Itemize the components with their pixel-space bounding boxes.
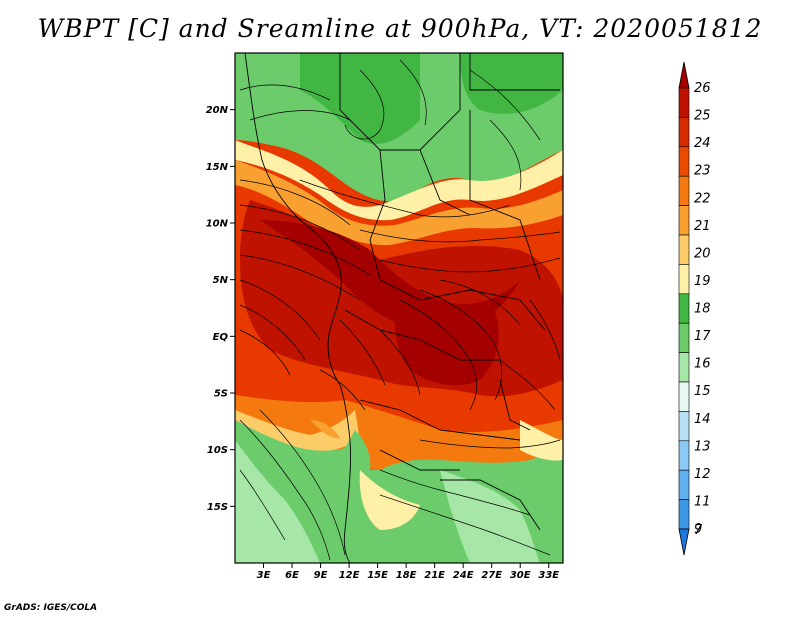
colorbar-segment (678, 411, 690, 442)
colorbar-segment (678, 205, 690, 236)
colorbar-segment (678, 234, 690, 265)
colorbar-label: 25 (694, 109, 711, 124)
colorbar-label: 12 (694, 467, 711, 482)
lon-tick-label: 15E (367, 570, 388, 581)
colorbar-segment (678, 175, 690, 206)
colorbar-label: 23 (694, 164, 711, 179)
longitude-axis: 3E 6E 9E 12E 15E 18E 21E 24E 27E 30E 33E (257, 563, 559, 581)
colorbar-segment (678, 352, 690, 383)
colorbar-label: 20 (694, 246, 711, 261)
lon-tick-label: 9E (314, 570, 328, 581)
lat-tick-label: EQ (213, 332, 229, 343)
lon-tick-label: 18E (396, 570, 417, 581)
lon-tick-label: 30E (510, 570, 531, 581)
lon-tick-label: 21E (424, 570, 445, 581)
colorbar-segment (678, 87, 690, 118)
lon-tick-label: 27E (481, 570, 502, 581)
lat-tick-label: 15N (206, 162, 229, 173)
lon-tick-label: 3E (257, 570, 271, 581)
colorbar-label: 13 (694, 439, 711, 454)
colorbar-label: 19 (694, 274, 711, 289)
lat-tick-label: 15S (207, 502, 228, 513)
wbpt-field (235, 53, 563, 563)
lon-tick-label: 33E (538, 570, 559, 581)
colorbar-label: 22 (694, 191, 711, 206)
colorbar-segment (678, 322, 690, 353)
latitude-axis: 20N 15N 10N 5N EQ 5S 10S 15S (206, 105, 235, 513)
colorbar-segment (678, 146, 690, 177)
colorbar-segment (678, 499, 690, 530)
lat-tick-label: 10S (207, 445, 228, 456)
colorbar-label: 9 (694, 522, 702, 537)
streamlines (239, 59, 561, 561)
colorbar-segment (678, 528, 690, 556)
map-title: WBPT [C] and Sreamline at 900hPa, VT: 20… (37, 14, 763, 43)
credit-label: GrADS: IGES/COLA (4, 603, 98, 613)
map-frame (234, 52, 564, 564)
colorbar-segment (678, 440, 690, 471)
lon-tick-label: 24E (453, 570, 474, 581)
lat-tick-label: 10N (206, 219, 229, 230)
colorbar-label: 7 (694, 523, 703, 538)
colorbar-segment (678, 469, 690, 500)
colorbar-label: 11 (694, 494, 711, 509)
lat-tick-label: 5S (214, 389, 228, 400)
lat-tick-label: 5N (213, 275, 229, 286)
colorbar-segment (678, 293, 690, 324)
lon-tick-label: 12E (339, 570, 360, 581)
colorbar-label: 21 (694, 219, 711, 234)
colorbar-label: 18 (694, 302, 711, 317)
country-borders (244, 53, 560, 563)
lat-tick-label: 20N (206, 105, 229, 116)
colorbar: 26 25 24 23 22 21 20 19 18 17 16 15 14 13 12 11 97 (678, 61, 711, 556)
colorbar-label: 24 (694, 136, 711, 151)
colorbar-segment (678, 61, 690, 89)
colorbar-segment (678, 264, 690, 295)
lon-tick-label: 6E (285, 570, 299, 581)
colorbar-segment (678, 117, 690, 148)
colorbar-label: 14 (694, 412, 711, 427)
colorbar-segment (678, 381, 690, 412)
colorbar-label: 15 (694, 384, 711, 399)
colorbar-label: 26 (694, 81, 711, 96)
colorbar-label: 17 (694, 329, 711, 344)
colorbar-label: 16 (694, 357, 711, 372)
